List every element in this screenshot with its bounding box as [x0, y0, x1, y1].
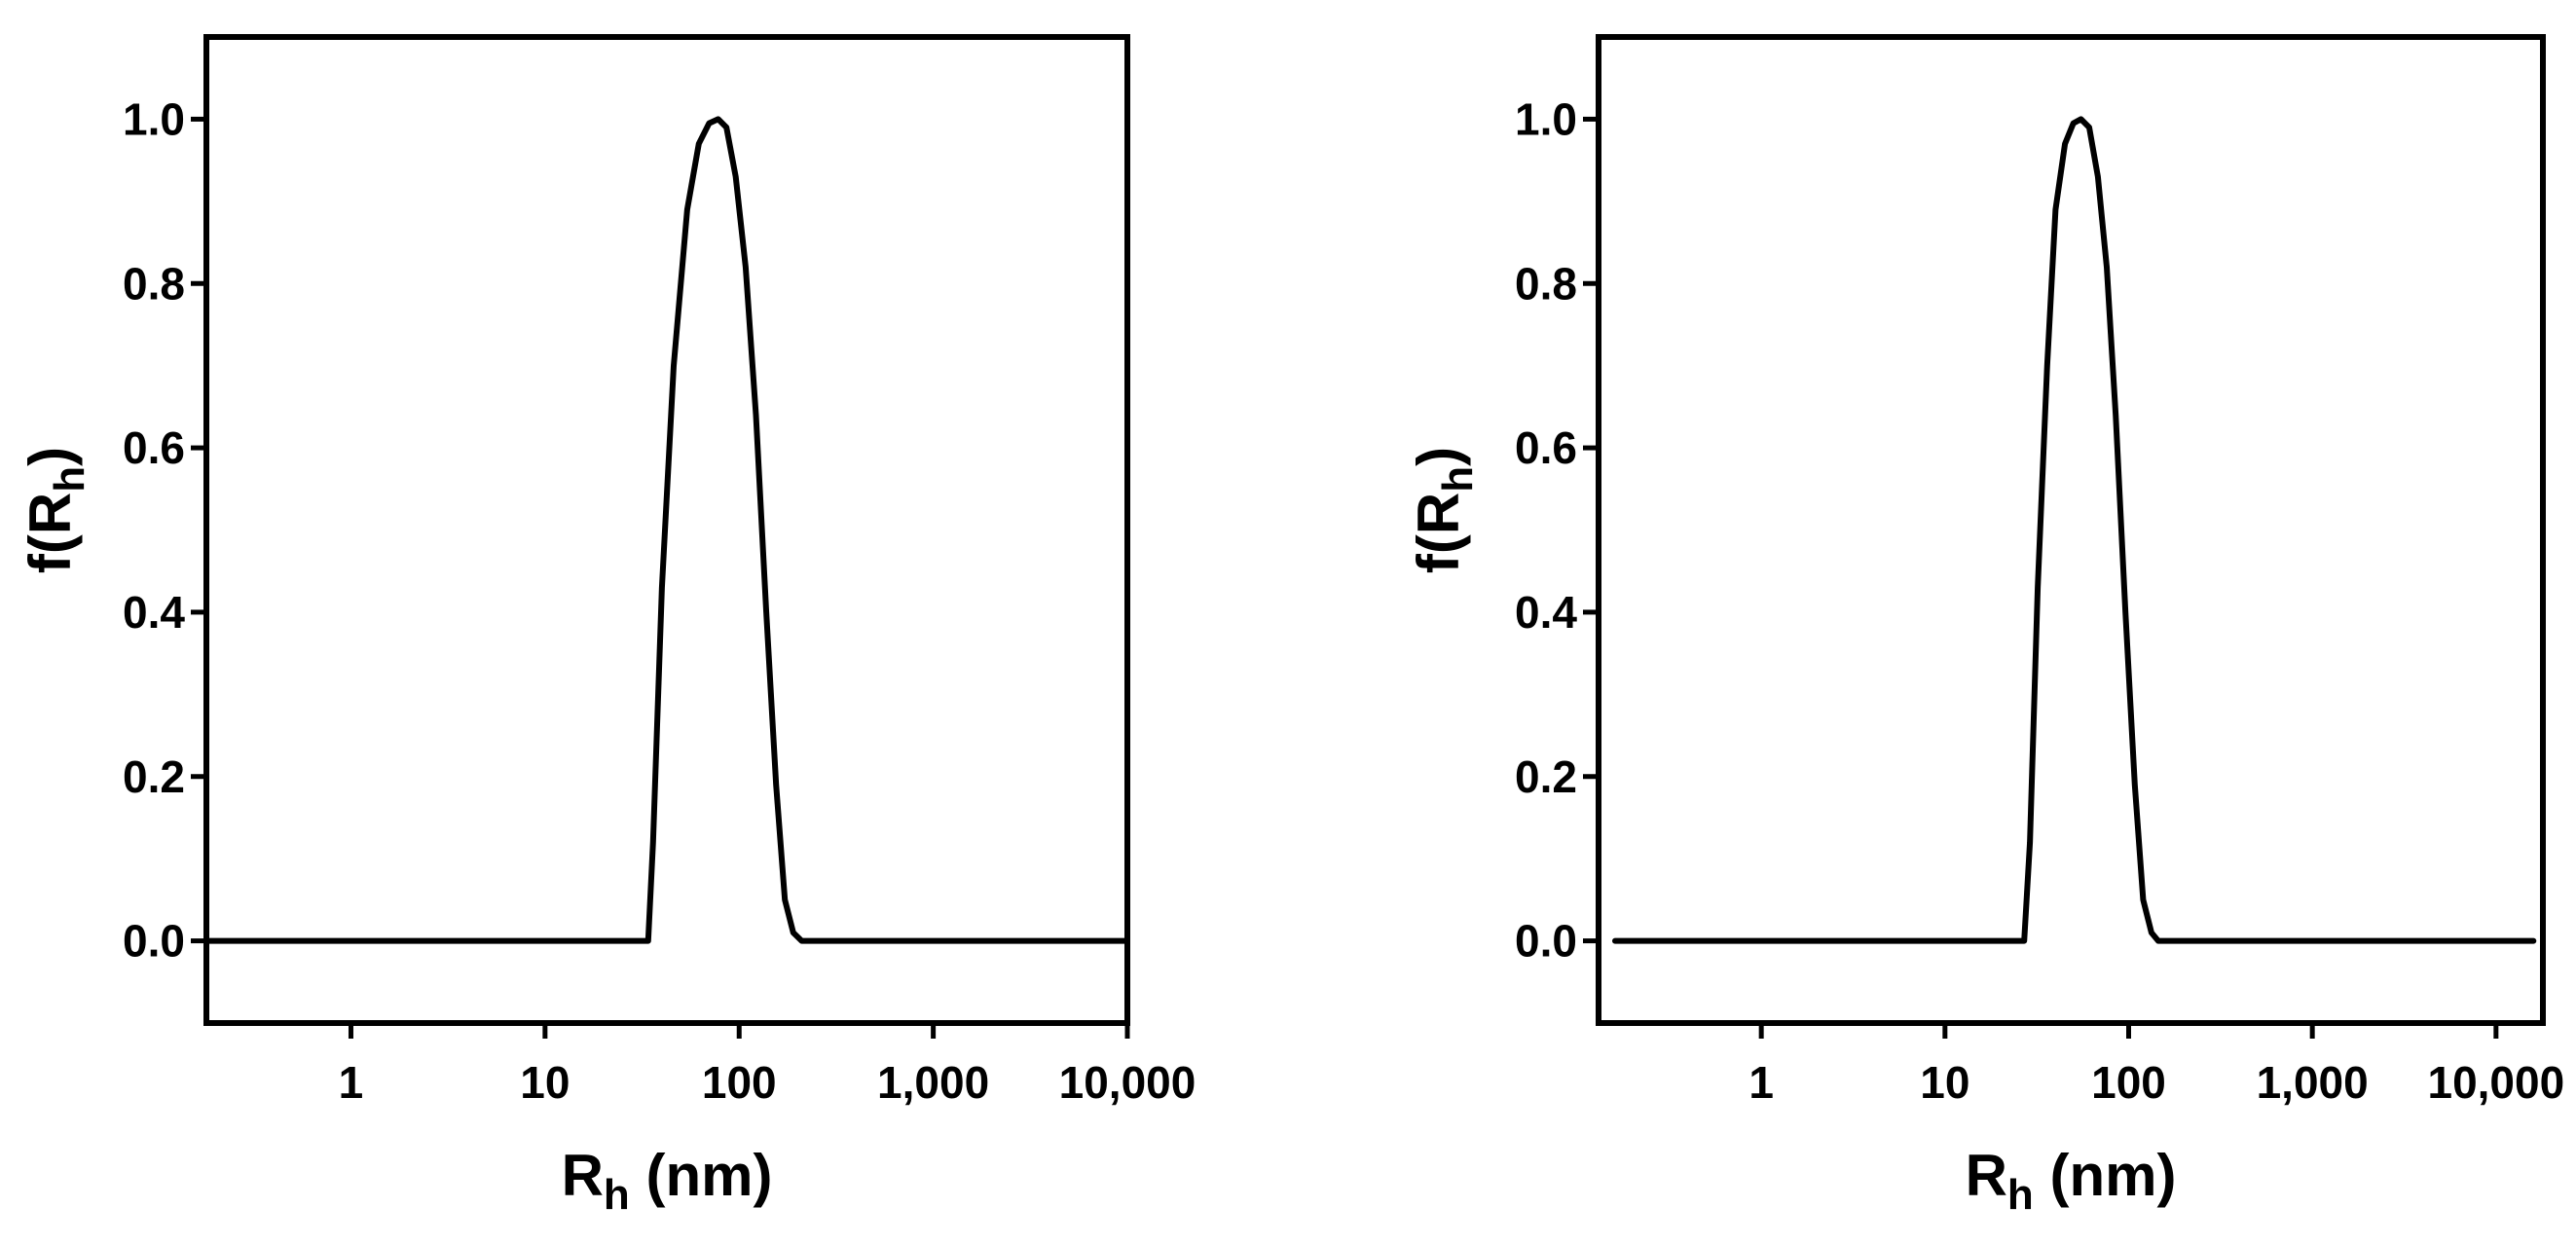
y-tick-label: 0.0 — [123, 916, 185, 967]
y-tick-label: 1.0 — [1515, 93, 1577, 144]
x-tick-label: 100 — [2091, 1057, 2166, 1108]
y-axis-title: f(Rh) — [18, 447, 93, 573]
plot-frame — [1596, 34, 2546, 1026]
x-tick-label: 10 — [520, 1057, 570, 1108]
y-tick-label: 0.0 — [1515, 916, 1577, 967]
y-tick-label: 0.6 — [1515, 422, 1577, 473]
x-tick-label: 10,000 — [1059, 1057, 1196, 1108]
y-tick-label: 0.8 — [123, 258, 185, 309]
x-tick-label: 10 — [1920, 1057, 1969, 1108]
x-axis-title: Rh (nm) — [1966, 1143, 2177, 1219]
y-axis-title: f(Rh) — [1406, 447, 1482, 573]
x-tick-label: 100 — [702, 1057, 777, 1108]
x-tick-label: 1,000 — [2257, 1057, 2369, 1108]
y-tick-label: 0.4 — [1515, 587, 1577, 638]
series-line-1 — [203, 116, 1130, 944]
plot-frame — [203, 34, 1130, 1026]
x-axis-title: Rh (nm) — [562, 1143, 773, 1219]
x-tick-label: 1,000 — [877, 1057, 989, 1108]
y-tick-label: 0.4 — [123, 587, 185, 638]
y-tick-label: 0.2 — [123, 751, 185, 802]
y-tick-label: 0.2 — [1515, 751, 1577, 802]
series-line-1 — [1612, 116, 2537, 944]
y-tick-label: 0.6 — [123, 422, 185, 473]
x-tick-label: 10,000 — [2427, 1057, 2564, 1108]
x-tick-label: 1 — [339, 1057, 364, 1108]
x-tick-label: 1 — [1748, 1057, 1774, 1108]
chart-panel-1: 0.0 0.2 0.4 0.6 0.8 1.0 1 10 100 1,000 10,000 Rh (n… — [18, 34, 1196, 1219]
chart-panel-2: 0.0 0.2 0.4 0.6 0.8 1.0 1 10 100 1,000 10,000 Rh (n… — [1406, 34, 2564, 1219]
y-tick-label: 1.0 — [123, 93, 185, 144]
y-tick-label: 0.8 — [1515, 258, 1577, 309]
